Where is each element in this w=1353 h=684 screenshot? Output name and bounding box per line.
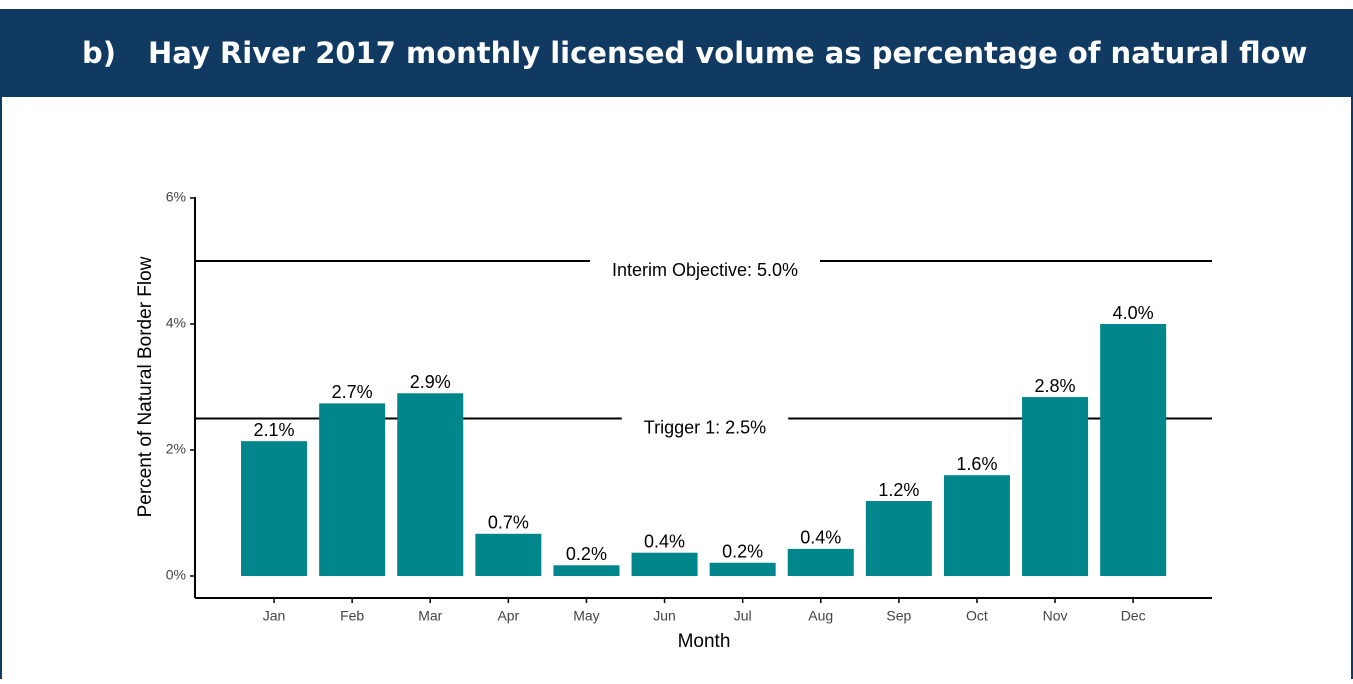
x-tick-label: Sep <box>886 608 911 624</box>
y-tick-label: 0% <box>166 567 186 583</box>
chart-title: Hay River 2017 monthly licensed volume a… <box>148 36 1307 70</box>
value-label: 2.9% <box>410 372 451 392</box>
y-tick-label: 2% <box>166 441 186 457</box>
reference-label-bg <box>621 416 789 421</box>
value-label: 1.2% <box>878 480 919 500</box>
x-tick-label: May <box>573 608 599 624</box>
bar <box>787 548 854 576</box>
value-label: 4.0% <box>1113 303 1154 323</box>
header-band <box>0 10 1353 97</box>
bar <box>631 552 698 576</box>
x-tick-label: Dec <box>1121 608 1146 624</box>
x-tick-label: Feb <box>340 608 364 624</box>
value-label: 2.1% <box>254 420 295 440</box>
value-label: 2.7% <box>332 382 373 402</box>
bar <box>241 441 308 576</box>
bar <box>709 562 776 576</box>
x-tick-label: Jul <box>734 608 752 624</box>
reference-label-bg <box>589 259 821 263</box>
bar <box>865 501 932 576</box>
y-axis-label: Percent of Natural Border Flow <box>135 256 156 517</box>
bar <box>1100 324 1167 576</box>
bar <box>475 533 542 576</box>
value-label: 2.8% <box>1035 376 1076 396</box>
value-label: 0.7% <box>488 513 529 533</box>
reference-label: Interim Objective: 5.0% <box>612 260 798 280</box>
y-tick-label: 6% <box>166 189 186 205</box>
panel-label: b) <box>82 36 116 70</box>
reference-label: Trigger 1: 2.5% <box>644 417 766 437</box>
x-tick-label: Aug <box>808 608 833 624</box>
x-tick-label: Apr <box>497 608 519 624</box>
y-tick-label: 4% <box>166 315 186 331</box>
bar <box>319 403 386 576</box>
value-label: 1.6% <box>956 454 997 474</box>
x-axis-label: Month <box>678 631 731 652</box>
value-label: 0.2% <box>566 544 607 564</box>
value-label: 0.4% <box>644 531 685 551</box>
bar <box>1022 397 1089 576</box>
x-tick-label: Oct <box>966 608 988 624</box>
x-tick-label: Mar <box>418 608 442 624</box>
x-tick-label: Jun <box>653 608 676 624</box>
bar <box>943 475 1010 576</box>
x-tick-label: Jan <box>263 608 286 624</box>
bar <box>553 565 620 576</box>
value-label: 0.2% <box>722 542 763 562</box>
value-label: 0.4% <box>800 528 841 548</box>
x-tick-label: Nov <box>1043 608 1068 624</box>
bar <box>397 393 464 576</box>
